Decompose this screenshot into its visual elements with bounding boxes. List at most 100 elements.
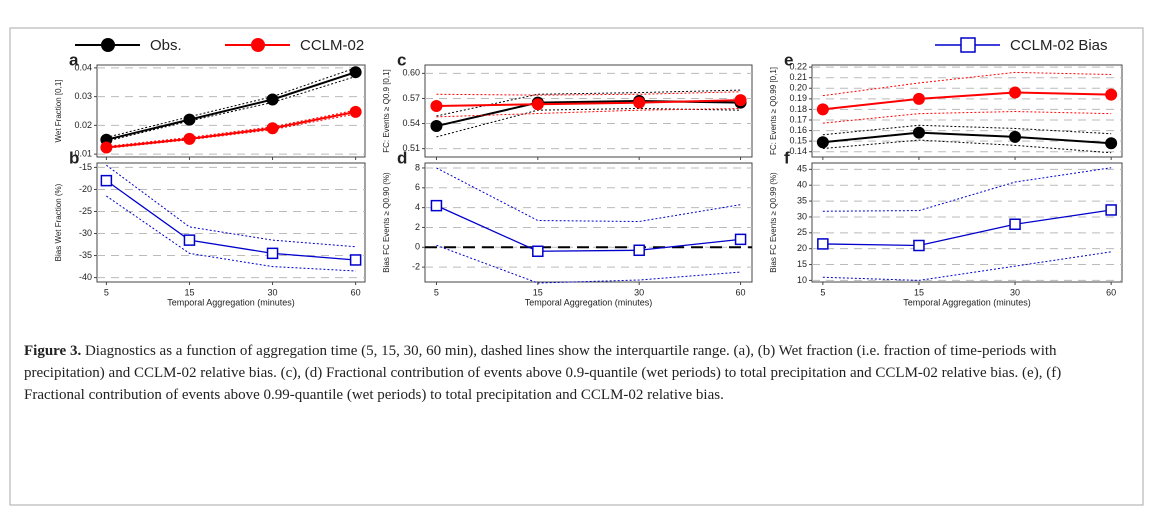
- marker: [430, 99, 443, 112]
- y-tick-label: 0.20: [789, 83, 807, 93]
- series-line: [822, 209, 1112, 247]
- y-tick-label: 0.60: [402, 68, 420, 78]
- y-tick-label: 25: [797, 227, 807, 237]
- marker: [816, 103, 829, 116]
- marker: [734, 233, 747, 246]
- y-tick-label: 0.01: [74, 149, 92, 159]
- frame: [9, 27, 1144, 506]
- marker: [1105, 88, 1118, 101]
- marker: [913, 239, 925, 252]
- y-tick-label: -20: [79, 184, 92, 194]
- marker: [266, 247, 279, 260]
- y-tick-label: -15: [79, 162, 92, 172]
- y-tick-label: 2: [415, 222, 420, 232]
- legend-label: CCLM-02: [300, 37, 364, 54]
- panel-label: b: [69, 148, 79, 167]
- panel-label: e: [784, 50, 793, 69]
- y-tick-label: -35: [79, 250, 92, 260]
- y-tick-label: 0.17: [789, 114, 807, 124]
- marker: [633, 96, 646, 109]
- y-tick-label: 0.21: [789, 72, 807, 82]
- x-tick-label: 5: [820, 287, 825, 297]
- iqr-line: [436, 107, 741, 138]
- y-tick-label: 15: [797, 259, 807, 269]
- marker: [1105, 204, 1117, 216]
- marker: [1105, 137, 1118, 150]
- panel-label: d: [397, 148, 407, 167]
- iqr-line: [822, 71, 1112, 97]
- x-tick-label: 60: [351, 287, 361, 297]
- marker: [430, 120, 443, 133]
- y-tick-label: 0.03: [74, 91, 92, 101]
- panel-label: c: [397, 50, 406, 69]
- caption: Figure 3. Diagnostics as a function of a…: [24, 340, 1124, 406]
- marker: [349, 254, 362, 266]
- plot-frame: [424, 64, 753, 158]
- marker: [183, 234, 196, 246]
- x-tick-label: 30: [268, 287, 278, 297]
- y-axis-label: Bias FC Events ≥ Q0.99 (%): [769, 172, 778, 273]
- marker: [349, 105, 362, 118]
- plot-frame: [811, 162, 1123, 283]
- marker: [430, 199, 443, 212]
- y-axis-label: FC: Events ≥ Q0.99 [0,1]: [769, 67, 778, 155]
- x-tick-label: 5: [434, 287, 439, 297]
- series-line: [106, 110, 356, 149]
- y-tick-label: 8: [415, 162, 420, 172]
- y-axis-label: Wet Fraction [0,1]: [54, 80, 63, 143]
- y-axis-label: Bias Wet Fraction (%): [54, 183, 63, 261]
- iqr-line: [106, 109, 356, 147]
- y-tick-label: 0.15: [789, 136, 807, 146]
- marker: [816, 136, 829, 149]
- y-tick-label: 0.57: [402, 93, 420, 103]
- legend-marker: [251, 38, 265, 52]
- y-tick-label: 0.19: [789, 93, 807, 103]
- iqr-line: [436, 91, 741, 96]
- x-tick-label: 15: [184, 287, 194, 297]
- y-tick-label: 0.18: [789, 104, 807, 114]
- y-tick-label: 0.54: [402, 118, 420, 128]
- plot-frame: [96, 64, 366, 158]
- x-axis-label: Temporal Aggregation (minutes): [525, 297, 653, 307]
- marker: [1009, 218, 1021, 230]
- y-tick-label: -2: [412, 262, 420, 272]
- legend-marker: [960, 37, 976, 53]
- marker: [183, 132, 196, 145]
- iqr-line: [822, 251, 1112, 281]
- y-tick-label: 0.02: [74, 120, 92, 130]
- plot-frame: [96, 162, 366, 283]
- x-tick-label: 15: [914, 287, 924, 297]
- caption-text: Diagnostics as a function of aggregation…: [24, 343, 1062, 403]
- y-axis-label: FC: Events ≥ Q0.9 [0,1]: [382, 69, 391, 153]
- y-tick-label: 30: [797, 211, 807, 221]
- y-tick-label: 20: [797, 243, 807, 253]
- iqr-line: [822, 111, 1112, 124]
- marker: [100, 141, 113, 154]
- series-line: [822, 131, 1112, 145]
- marker: [349, 66, 362, 79]
- iqr-line: [106, 76, 356, 142]
- iqr-line: [436, 244, 741, 284]
- x-tick-label: 60: [1106, 287, 1116, 297]
- x-tick-label: 15: [533, 287, 543, 297]
- y-tick-label: 0.04: [74, 62, 92, 72]
- legend-label: Obs.: [150, 37, 182, 54]
- legend-marker: [101, 38, 115, 52]
- y-tick-label: 0.22: [789, 61, 807, 71]
- marker: [1009, 130, 1022, 143]
- legend-label: CCLM-02 Bias: [1010, 37, 1108, 54]
- panel-label: f: [784, 148, 790, 167]
- y-tick-label: 0.14: [789, 146, 807, 156]
- y-tick-label: 35: [797, 195, 807, 205]
- marker: [266, 122, 279, 135]
- series-line: [106, 180, 356, 261]
- marker: [817, 238, 829, 250]
- marker: [532, 245, 544, 258]
- caption-label: Figure 3.: [24, 343, 82, 359]
- marker: [266, 93, 279, 106]
- iqr-line: [106, 67, 356, 138]
- plot-frame: [811, 64, 1123, 158]
- y-axis-label: Bias FC Events ≥ Q0.90 (%): [382, 172, 391, 273]
- marker: [912, 126, 925, 139]
